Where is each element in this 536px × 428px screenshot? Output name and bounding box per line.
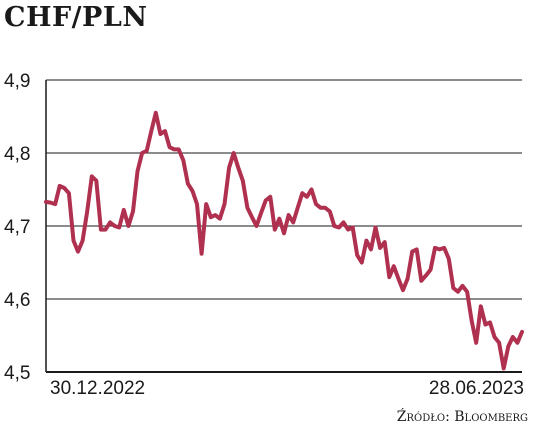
y-tick-label: 4,6 [4,290,30,311]
x-tick-label-start: 30.12.2022 [50,378,145,399]
y-tick-label: 4,7 [4,217,30,238]
series-line [44,110,524,371]
series-layer [44,110,524,371]
y-axis-ticks: 4,5 4,6 4,7 4,8 4,9 [4,71,30,384]
chart-title: CHF/PLN [4,2,148,33]
x-axis-ticks: 30.12.2022 28.06.2023 [50,378,524,399]
grid-lines [45,79,522,373]
y-tick-label: 4,5 [4,363,30,384]
source-note: Źródło: Bloomberg [397,407,528,425]
y-tick-label: 4,9 [4,71,30,92]
y-tick-label: 4,8 [4,144,30,165]
x-tick-label-end: 28.06.2023 [429,378,524,399]
